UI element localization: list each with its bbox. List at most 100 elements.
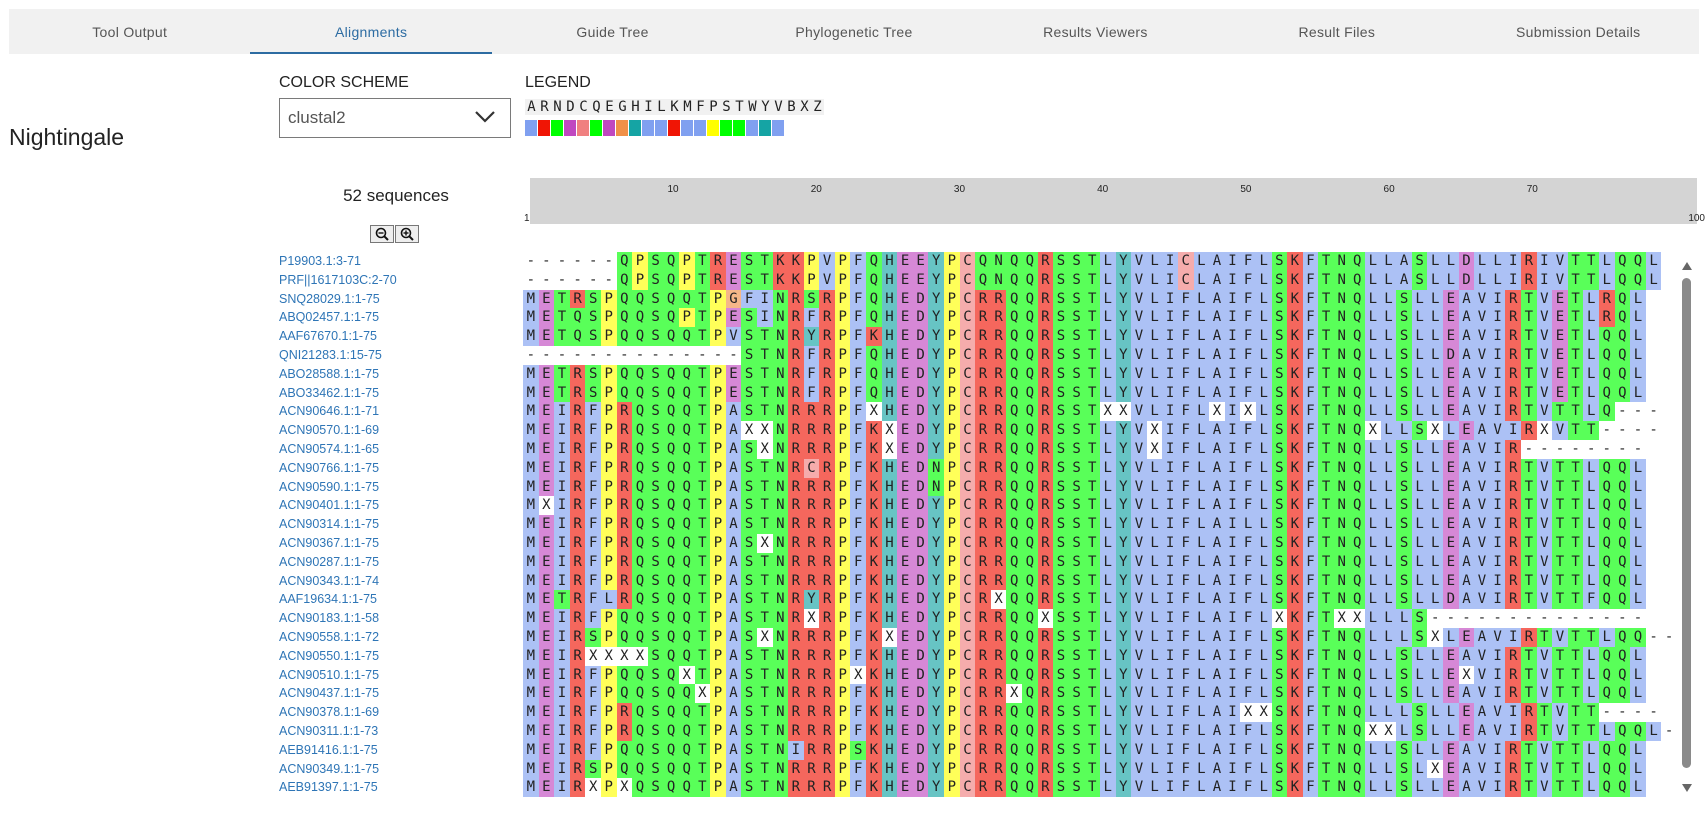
residue-cell: L [1193, 477, 1210, 497]
sequence-name-link[interactable]: ACN90349.1:1-75 [279, 761, 380, 776]
tab-results-viewers[interactable]: Results Viewers [1043, 23, 1148, 40]
residue-cell: A [725, 665, 742, 685]
residue-cell: P [944, 627, 960, 647]
residue-cell: F [1177, 289, 1194, 309]
residue-cell: V [1536, 684, 1553, 704]
sequence-name-link[interactable]: PRF||1617103C:2-70 [279, 272, 397, 287]
tab-phylogenetic-tree[interactable]: Phylogenetic Tree [795, 23, 913, 40]
sequence-name-link[interactable]: AEB91397.1:1-75 [279, 780, 378, 795]
residue-cell: F [585, 609, 601, 628]
residue-cell: H [881, 703, 898, 722]
color-scheme-value: clustal2 [288, 108, 346, 127]
sequence-name-link[interactable]: ACN90287.1:1-75 [279, 554, 380, 569]
legend-swatch [655, 120, 667, 136]
residue-cell: E [1443, 327, 1459, 346]
sequence-name-link[interactable]: ACN90766.1:1-75 [279, 460, 380, 475]
sequence-name-link[interactable]: ACN90570.1:1-69 [279, 423, 380, 438]
tab-submission-details[interactable]: Submission Details [1516, 23, 1641, 40]
residue-cell: T [1552, 590, 1568, 610]
sequence-name-link[interactable]: ACN90311.1:1-73 [279, 723, 379, 738]
legend-letter: B [785, 99, 798, 115]
residue-cell: L [1099, 684, 1116, 704]
alignment-scrollbar[interactable] [1679, 256, 1695, 796]
sequence-name-link[interactable]: ACN90378.1:1-69 [279, 705, 380, 720]
residue-cell: N [1333, 252, 1350, 271]
residue-cell: V [1552, 627, 1568, 647]
residue-cell: C [959, 364, 976, 384]
zoom-out-button[interactable] [370, 225, 394, 243]
sequence-name-link[interactable]: SNQ28029.1:1-75 [279, 291, 380, 306]
residue-cell: Q [1006, 252, 1022, 271]
residue-cell: N [1333, 778, 1350, 798]
residue-cell: R [975, 364, 991, 384]
residue-cell: Q [632, 477, 648, 497]
residue-cell: Q [866, 270, 882, 290]
residue-cell: K [1287, 684, 1303, 704]
residue-cell: I [1162, 552, 1178, 572]
residue-cell: N [1333, 308, 1350, 328]
residue-cell: L [1396, 721, 1412, 741]
residue-cell: T [694, 646, 711, 666]
residue-cell: N [1333, 703, 1350, 722]
residue-cell: I [1224, 627, 1241, 647]
residue-cell: E [725, 383, 742, 403]
residue-cell: P [710, 289, 726, 309]
residue-cell: T [1521, 759, 1537, 779]
sequence-name-link[interactable]: ACN90401.1:1-75 [279, 498, 380, 513]
residue-cell: T [694, 458, 711, 478]
sequence-name-link[interactable]: QNI21283.1:15-75 [279, 347, 382, 362]
sequence-name-link[interactable]: ACN90558.1:1-72 [279, 629, 380, 644]
sequence-name-link[interactable]: AAF67670.1:1-75 [279, 329, 377, 344]
residue-cell: Q [569, 308, 586, 328]
residue-cell: T [756, 740, 773, 760]
residue-cell: L [1583, 571, 1599, 591]
sequence-name-link[interactable]: ACN90437.1:1-75 [279, 686, 380, 701]
residue-cell: Q [632, 383, 648, 403]
sequence-name-link[interactable]: ACN90367.1:1-75 [279, 535, 380, 550]
residue-cell: Y [928, 515, 945, 534]
sequence-name-link[interactable]: ACN90590.1:1-75 [279, 479, 380, 494]
sequence-name-link[interactable]: AAF19634.1:1-75 [279, 592, 377, 607]
position-ruler[interactable]: 1 100 10 20 30 40 50 60 70 [524, 178, 1705, 228]
residue-cell: R [788, 759, 804, 779]
tab-tool-output[interactable]: Tool Output [92, 23, 168, 40]
sequence-name-link[interactable]: ACN90343.1:1-74 [279, 573, 380, 588]
scroll-up-arrow-icon[interactable] [1681, 258, 1693, 276]
residue-cell: N [772, 740, 789, 760]
residue-cell: L [1099, 496, 1116, 516]
sequence-name-link[interactable]: AEB91416.1:1-75 [279, 742, 378, 757]
sequence-name-link[interactable]: ABO28588.1:1-75 [279, 366, 380, 381]
sequence-name-link[interactable]: ACN90510.1:1-75 [279, 667, 380, 682]
residue-cell: L [1365, 402, 1381, 422]
residue-cell: S [1053, 703, 1069, 722]
residue-cell: F [585, 740, 601, 760]
sequence-name-link[interactable]: ABQ02457.1:1-75 [279, 310, 380, 325]
sequence-name-link[interactable]: ACN90646.1:1-71 [279, 404, 380, 419]
residue-cell: V [1536, 571, 1553, 591]
zoom-in-button[interactable] [395, 225, 419, 243]
sequence-name-link[interactable]: ACN90550.1:1-75 [279, 648, 380, 663]
scroll-thumb[interactable] [1682, 278, 1691, 768]
scroll-down-arrow-icon[interactable] [1681, 780, 1693, 798]
color-scheme-select[interactable]: clustal2 [279, 98, 511, 138]
residue-cell: E [897, 327, 913, 346]
sequence-name-link[interactable]: ACN90183.1:1-58 [279, 611, 380, 626]
residue-cell: Q [1598, 515, 1615, 534]
sequence-name-link[interactable]: ABO33462.1:1-75 [279, 385, 380, 400]
residue-cell: K [1287, 364, 1303, 384]
sequence-name-link[interactable]: ACN90314.1:1-75 [279, 517, 380, 532]
residue-cell: I [554, 609, 570, 628]
residue-cell: H [881, 289, 898, 309]
residue-cell: E [897, 684, 913, 704]
tab-guide-tree[interactable]: Guide Tree [576, 23, 649, 40]
residue-cell: V [1536, 590, 1553, 610]
tab-alignments[interactable]: Alignments [250, 9, 493, 54]
tab-result-files[interactable]: Result Files [1298, 23, 1376, 40]
sequence-name-link[interactable]: ACN90574.1:1-65 [279, 441, 380, 456]
residue-cell: Q [678, 421, 695, 440]
residue-cell: Y [928, 327, 945, 346]
sequence-name-link[interactable]: P19903.1:3-71 [279, 254, 362, 268]
residue-cell: F [1177, 421, 1194, 440]
ruler-track[interactable] [530, 178, 1697, 224]
